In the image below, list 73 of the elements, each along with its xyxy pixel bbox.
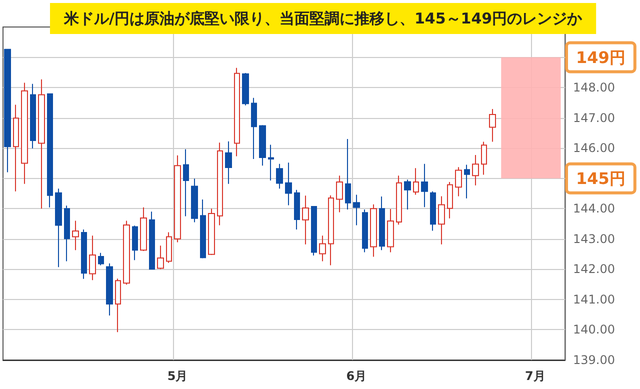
- candlestick: [89, 235, 96, 281]
- candlestick: [311, 206, 317, 256]
- candlestick: [4, 48, 11, 173]
- candlestick: [174, 154, 181, 243]
- candlestick: [200, 199, 206, 259]
- candlestick: [225, 140, 232, 184]
- y-tick-label: 143.00: [573, 232, 615, 246]
- candlestick: [166, 232, 172, 264]
- y-tick-label: 144.00: [573, 202, 615, 216]
- candlestick: [183, 148, 189, 217]
- y-tick-label: 142.00: [573, 262, 615, 276]
- candlestick: [157, 245, 164, 270]
- candlestick: [72, 220, 79, 251]
- candlestick: [319, 235, 326, 262]
- x-tick-label: 5月: [167, 369, 188, 383]
- candlestick: [370, 204, 377, 258]
- candlestick: [285, 162, 292, 206]
- candlestick: [21, 82, 28, 184]
- candlestick: [98, 252, 104, 266]
- candlestick: [268, 144, 274, 181]
- y-tick-label: 147.00: [573, 110, 615, 125]
- chart-title: 米ドル/円は原油が底堅い限り、当面堅調に推移し、145～149円のレンジか: [63, 10, 584, 28]
- candlestick: [191, 178, 198, 223]
- candlestick: [438, 196, 445, 245]
- candlestick: [472, 154, 479, 186]
- candlestick: [217, 142, 223, 226]
- y-tick-label: 146.00: [573, 141, 615, 156]
- candlestick: [55, 188, 62, 268]
- candlestick: [242, 72, 249, 106]
- candlestick: [489, 108, 496, 142]
- candlestick: [47, 93, 53, 208]
- candlestick: [276, 163, 283, 190]
- y-tick-label: 139.00: [573, 353, 615, 367]
- y-tick-label: 148.00: [573, 80, 615, 95]
- candlestick: [336, 175, 343, 213]
- candlestick: [481, 141, 487, 176]
- candlestick: [251, 97, 257, 160]
- candlestick: [140, 206, 147, 252]
- candlestick: [234, 67, 240, 157]
- candlestick: [421, 163, 428, 208]
- candlestick: [404, 179, 411, 210]
- candlestick: [294, 189, 300, 230]
- candlestick: [413, 168, 419, 196]
- x-tick-label: 6月: [346, 369, 367, 383]
- text: 145円: [576, 168, 626, 188]
- candlestick: [387, 208, 394, 253]
- candlestick: [379, 196, 385, 251]
- candlestick: [38, 78, 45, 210]
- candlestick: [208, 208, 215, 256]
- candlestick: [430, 190, 436, 232]
- candlestick: [123, 220, 130, 286]
- y-tick-label: 141.00: [573, 292, 615, 306]
- candlestick: [106, 262, 113, 316]
- candlestick: [259, 124, 266, 166]
- candlestick: [30, 83, 36, 149]
- candlestick: [328, 194, 334, 266]
- candlestick: [353, 194, 360, 226]
- candlestick: [345, 138, 351, 210]
- candlestick: [64, 205, 70, 262]
- candlestick: [115, 278, 121, 333]
- candlestick: [362, 209, 368, 253]
- candlestick: [447, 181, 453, 219]
- candlestick: [149, 211, 155, 270]
- candlestick: [302, 195, 309, 245]
- candlestick: [455, 166, 462, 197]
- candlestick: [81, 229, 87, 280]
- candlestick: [464, 164, 470, 199]
- y-tick-label: 140.00: [573, 322, 615, 337]
- candlestick: [396, 175, 402, 226]
- x-tick-label: 7月: [525, 369, 546, 383]
- candlestick: [13, 104, 19, 192]
- text: 149円: [576, 48, 626, 67]
- candlestick: [132, 225, 138, 261]
